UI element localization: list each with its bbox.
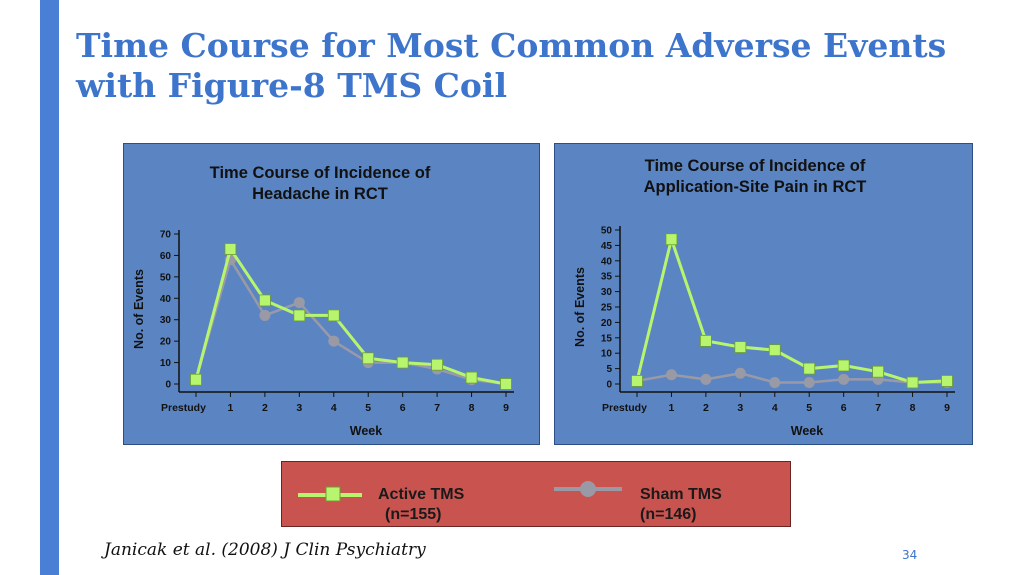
headache-active-tms-point <box>500 378 512 390</box>
headache-active-tms-point <box>224 243 237 255</box>
site-pain-sham-tms-point <box>803 376 815 388</box>
headache-x-tick-label: 9 <box>503 402 509 414</box>
site-pain-active-tms-line <box>635 237 948 384</box>
sham-legend-n: (n=146) <box>640 506 696 523</box>
site-pain-chart: Time Course of Incidence of Application-S… <box>573 157 955 438</box>
site-pain-y-tick-label: 40 <box>601 256 613 267</box>
headache-active-tms-point <box>396 356 409 369</box>
site-pain-sham-tms-point <box>665 369 677 381</box>
active-legend-label: Active TMS <box>378 486 465 503</box>
site-pain-x-tick-label: 2 <box>703 402 709 414</box>
headache-sham-tms-line <box>194 258 507 386</box>
headache-y-tick-label: 40 <box>160 294 172 305</box>
headache-active-tms-point <box>465 371 478 384</box>
headache-active-tms-point <box>258 294 271 307</box>
site-pain-y-tick-label: 0 <box>606 380 612 391</box>
headache-x-tick-label: 5 <box>365 402 371 414</box>
site-pain-x-tick-label: 7 <box>875 402 881 414</box>
site-pain-active-tms-point <box>941 375 953 387</box>
headache-y-tick-label: 70 <box>160 230 172 241</box>
site-pain-x-tick-label: 1 <box>669 402 675 414</box>
headache-chart-title-line: Time Course of Incidence of <box>210 164 431 182</box>
site-pain-x-tick-label: 3 <box>737 402 743 414</box>
headache-chart-panel: Time Course of Incidence of Headache in R… <box>123 143 540 445</box>
headache-y-tick-label: 60 <box>160 251 172 262</box>
site-pain-sham-tms-line <box>636 371 947 384</box>
headache-y-tick-label: 50 <box>160 272 172 283</box>
citation: Janicak et al. (2008) J Clin Psychiatry <box>104 540 426 560</box>
site-pain-chart-title-line: Time Course of Incidence of <box>645 157 866 175</box>
site-pain-chart-panel: Time Course of Incidence of Application-S… <box>554 143 973 445</box>
headache-active-tms-point <box>190 373 202 386</box>
site-pain-active-tms-point <box>699 334 712 347</box>
headache-active-tms-point <box>431 358 444 371</box>
headache-x-tick-label: 8 <box>469 402 475 414</box>
headache-y-tick-label: 10 <box>160 358 172 369</box>
site-pain-y-tick-label: 45 <box>601 241 613 252</box>
site-pain-chart-title-line: Application-Site Pain in RCT <box>644 178 867 196</box>
headache-x-tick-label: 2 <box>262 402 268 414</box>
headache-active-tms-point <box>327 309 340 322</box>
headache-sham-tms-point <box>328 335 340 347</box>
site-pain-active-tms-point <box>803 362 816 375</box>
site-pain-active-tms-point <box>872 365 885 378</box>
site-pain-y-tick-label: 20 <box>601 318 613 329</box>
site-pain-x-tick-label: 4 <box>772 402 778 414</box>
slide-title-line-2: with Figure-8 TMS Coil <box>76 66 507 105</box>
site-pain-y-axis-label: No. of Events <box>573 267 587 347</box>
slide-title: Time Course for Most Common Adverse Even… <box>76 26 1006 106</box>
headache-y-tick-label: 20 <box>160 337 172 348</box>
site-pain-y-tick-label: 50 <box>601 226 613 237</box>
site-pain-active-tms-point <box>768 344 781 357</box>
site-pain-x-axis-label: Week <box>791 424 823 438</box>
site-pain-active-tms-point <box>734 341 747 353</box>
headache-sham-tms-point <box>293 297 305 309</box>
site-pain-y-tick-label: 30 <box>601 287 613 298</box>
active-legend-n: (n=155) <box>385 506 441 523</box>
headache-active-tms-point <box>293 309 306 322</box>
headache-active-tms-point <box>362 352 375 365</box>
site-pain-sham-tms-point <box>769 376 781 388</box>
site-pain-sham-tms-point <box>700 373 712 385</box>
headache-x-tick-label: Prestudy <box>161 402 206 414</box>
site-pain-x-tick-label: 9 <box>944 402 950 414</box>
page-number: 34 <box>902 548 918 562</box>
site-pain-y-tick-label: 15 <box>601 333 613 344</box>
site-pain-x-tick-label: Prestudy <box>602 402 647 414</box>
headache-chart: Time Course of Incidence of Headache in R… <box>132 164 514 438</box>
sham-legend-label: Sham TMS <box>640 486 722 503</box>
headache-y-axis-label: No. of Events <box>132 269 146 349</box>
headache-x-tick-label: 6 <box>400 402 406 414</box>
legend-graphic: Active TMS (n=155) Sham TMS (n=146) <box>298 481 722 523</box>
headache-chart-title-line: Headache in RCT <box>252 185 388 203</box>
site-pain-y-tick-label: 35 <box>601 272 613 283</box>
slide-title-line-1: Time Course for Most Common Adverse Even… <box>76 26 947 65</box>
sham-legend-marker <box>580 481 596 497</box>
site-pain-active-tms-point <box>837 359 850 372</box>
active-legend-marker <box>325 486 341 502</box>
site-pain-y-tick-label: 5 <box>606 364 612 375</box>
headache-active-tms-line <box>194 247 507 386</box>
headache-y-tick-label: 30 <box>160 315 172 326</box>
headache-sham-tms-point <box>259 309 271 321</box>
site-pain-x-tick-label: 6 <box>841 402 847 414</box>
accent-bar <box>40 0 59 575</box>
headache-x-tick-label: 4 <box>331 402 337 414</box>
headache-x-tick-label: 1 <box>228 402 234 414</box>
headache-y-tick-label: 0 <box>165 380 171 391</box>
site-pain-x-tick-label: 8 <box>910 402 916 414</box>
headache-x-axis-label: Week <box>350 424 382 438</box>
headache-x-tick-label: 7 <box>434 402 440 414</box>
site-pain-active-tms-point <box>665 233 678 246</box>
site-pain-sham-tms-point <box>734 367 746 379</box>
site-pain-active-tms-point <box>631 375 643 387</box>
site-pain-y-tick-label: 10 <box>601 349 613 360</box>
headache-x-tick-label: 3 <box>296 402 302 414</box>
legend: Active TMS (n=155) Sham TMS (n=146) <box>281 461 791 527</box>
site-pain-active-tms-point <box>906 376 919 389</box>
site-pain-sham-tms-point <box>838 373 850 385</box>
site-pain-x-tick-label: 5 <box>806 402 812 414</box>
site-pain-y-tick-label: 25 <box>601 303 613 314</box>
